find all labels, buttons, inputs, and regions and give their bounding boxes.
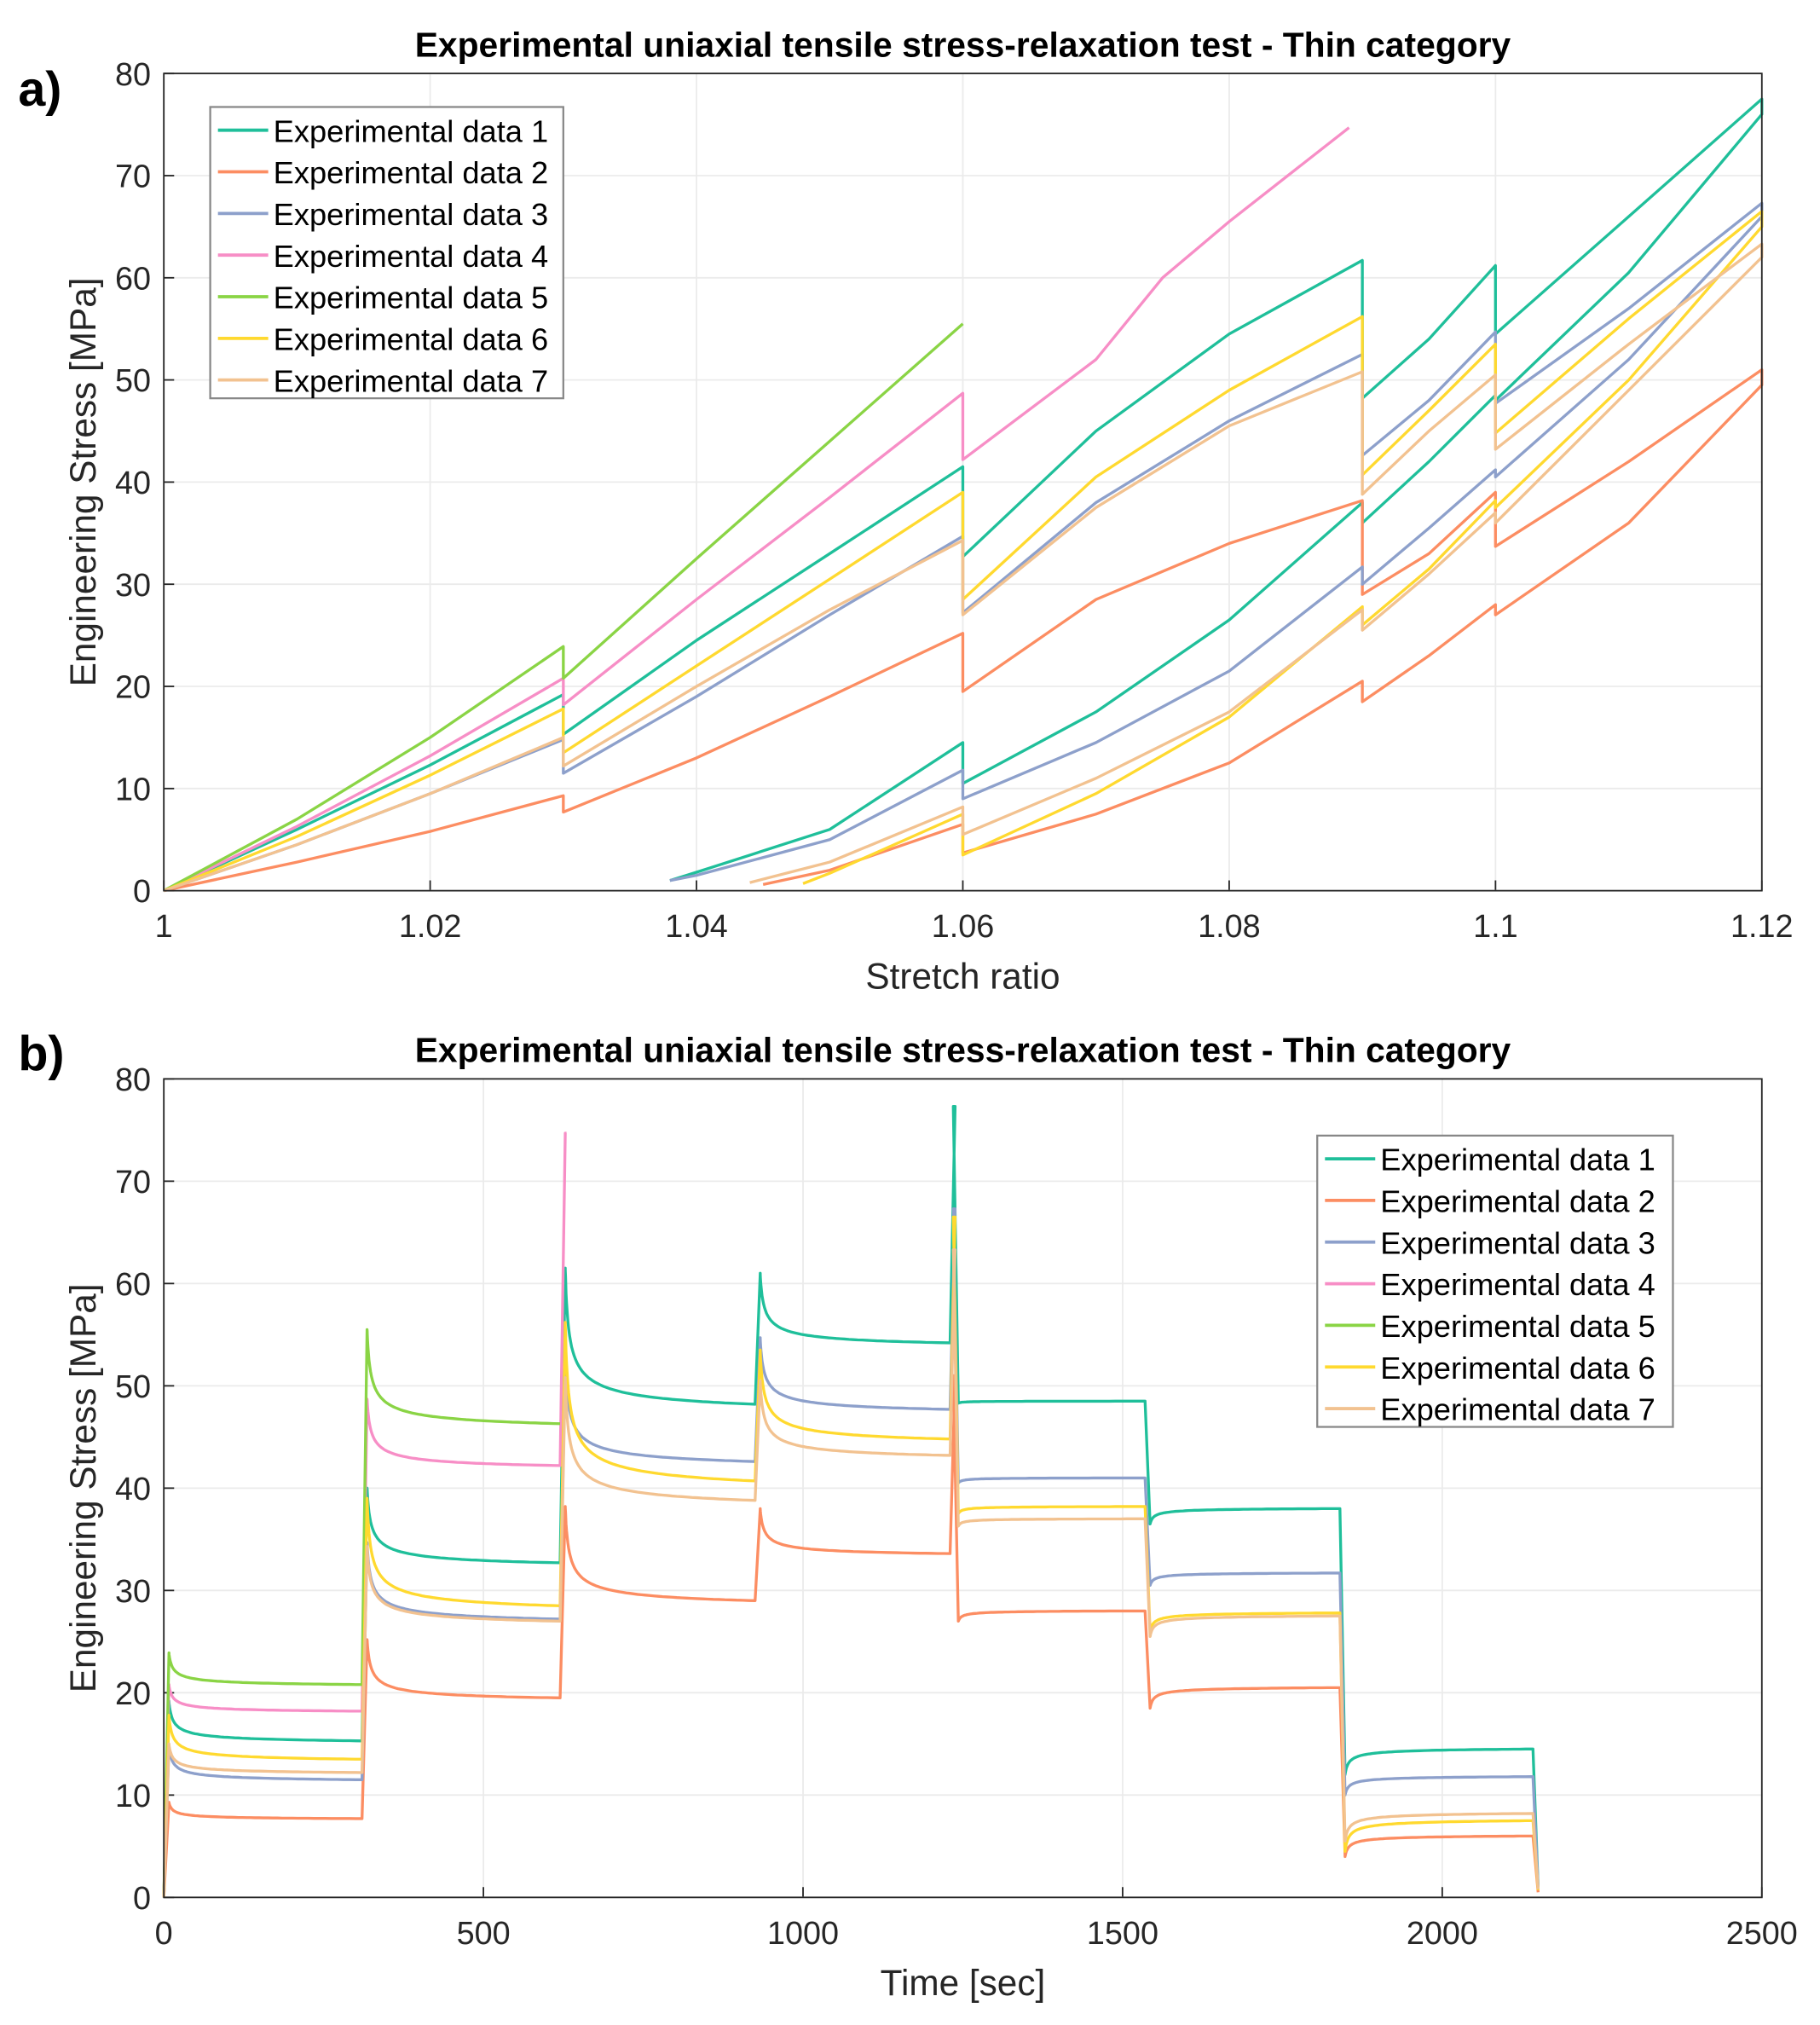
- x-tick-label: 1.06: [932, 909, 995, 945]
- chart-title: Experimental uniaxial tensile stress-rel…: [415, 1031, 1511, 1070]
- legend-label-4: Experimental data 4: [1380, 1267, 1655, 1302]
- y-tick-label: 30: [115, 1574, 151, 1610]
- legend-label-6: Experimental data 6: [274, 321, 549, 356]
- x-tick-label: 1.02: [399, 909, 462, 945]
- x-tick-label: 1500: [1087, 1916, 1158, 1952]
- series-line-5: [163, 322, 964, 893]
- y-tick-label: 80: [115, 1062, 151, 1098]
- y-axis-label: Engineering Stress [MPa]: [63, 1283, 103, 1692]
- x-tick-label: 1.12: [1730, 909, 1794, 945]
- legend-label-2: Experimental data 2: [274, 155, 549, 190]
- x-tick-label: 0: [155, 1916, 173, 1952]
- series-line-5: [162, 1328, 561, 1898]
- legend-label-5: Experimental data 5: [1380, 1309, 1655, 1344]
- series-line-7: [163, 242, 1764, 893]
- legend-label-4: Experimental data 4: [274, 239, 549, 274]
- series-line-4: [162, 1131, 569, 1898]
- chart-b: 0 500 1000 1500 2000 2500 0 10 20 30 40 50 60 70 80 Exp…: [18, 1027, 1797, 2003]
- panel-label: a): [18, 62, 61, 117]
- axes-box: [163, 1078, 1763, 1899]
- panel-label: b): [18, 1027, 64, 1081]
- series-line-1: [162, 1105, 1540, 1898]
- y-tick-label: 50: [115, 363, 151, 399]
- series-line-7: [162, 1248, 1540, 1898]
- y-tick-label: 70: [115, 159, 151, 195]
- chart-title: Experimental uniaxial tensile stress-rel…: [415, 26, 1511, 65]
- legend-label-5: Experimental data 5: [274, 281, 549, 315]
- x-tick-label: 1: [155, 909, 173, 945]
- legend-label-7: Experimental data 7: [1380, 1392, 1655, 1427]
- y-tick-label: 70: [115, 1165, 151, 1201]
- y-tick-label: 30: [115, 568, 151, 604]
- x-tick-label: 500: [457, 1916, 511, 1952]
- x-axis-label: Stretch ratio: [865, 957, 1060, 997]
- series-line-3: [163, 201, 1764, 893]
- y-tick-label: 10: [115, 1779, 151, 1814]
- legend: Experimental data 1 Experimental data 2 Ex…: [1316, 1134, 1674, 1428]
- series-line-2: [163, 367, 1764, 893]
- legend-label-3: Experimental data 3: [1380, 1225, 1655, 1260]
- y-tick-label: 80: [115, 57, 151, 93]
- x-tick-label: 2000: [1407, 1916, 1478, 1952]
- legend-box: [209, 106, 564, 400]
- series-line-6: [162, 1215, 1540, 1898]
- axes-box: [163, 72, 1763, 892]
- y-tick-label: 60: [115, 261, 151, 297]
- y-tick-label: 10: [115, 772, 151, 807]
- y-tick-label: 60: [115, 1267, 151, 1303]
- x-tick-label: 2500: [1726, 1916, 1798, 1952]
- y-tick-label: 20: [115, 670, 151, 706]
- y-axis-label: Engineering Stress [MPa]: [63, 278, 103, 687]
- legend: Experimental data 1 Experimental data 2 Ex…: [209, 106, 564, 400]
- x-axis-label: Time [sec]: [881, 1963, 1046, 2003]
- y-tick-label: 0: [133, 1881, 151, 1917]
- y-tick-label: 40: [115, 1472, 151, 1507]
- legend-label-2: Experimental data 2: [1380, 1184, 1655, 1219]
- legend-label-3: Experimental data 3: [274, 197, 549, 232]
- legend-label-6: Experimental data 6: [1380, 1351, 1655, 1386]
- series-line-2: [162, 1374, 1540, 1898]
- chart-a: 1 1.02 1.04 1.06 1.08 1.1 1.12 0 10 20 30 40 50 60 70 8…: [18, 26, 1793, 997]
- series-line-4: [163, 126, 1350, 893]
- legend-box: [1316, 1134, 1674, 1428]
- legend-label-7: Experimental data 7: [274, 363, 549, 398]
- series-line-1: [163, 97, 1764, 893]
- x-tick-label: 1.04: [665, 909, 728, 945]
- legend-label-1: Experimental data 1: [274, 113, 549, 148]
- y-tick-label: 0: [133, 874, 151, 910]
- x-tick-label: 1.1: [1473, 909, 1518, 945]
- y-tick-label: 20: [115, 1676, 151, 1712]
- y-tick-label: 40: [115, 466, 151, 501]
- legend-label-1: Experimental data 1: [1380, 1143, 1655, 1177]
- y-tick-label: 50: [115, 1369, 151, 1405]
- x-tick-label: 1000: [767, 1916, 839, 1952]
- x-tick-label: 1.08: [1198, 909, 1261, 945]
